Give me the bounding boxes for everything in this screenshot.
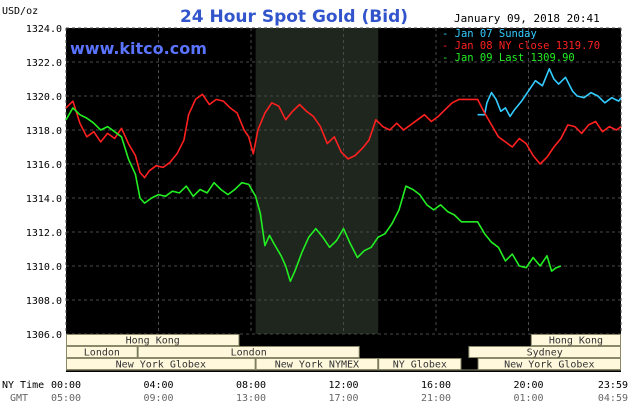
x-tick-ny-label: 04:00 [143, 380, 173, 391]
y-axis-label: USD/oz [2, 6, 38, 17]
session-label: Hong Kong [126, 336, 180, 347]
x-tick-gmt-label: 13:00 [236, 393, 266, 404]
session-bar [66, 334, 240, 346]
legend-entry: - Jan 09 Last 1309.90 [442, 52, 575, 64]
x-tick-ny-label: 16:00 [421, 380, 451, 391]
session-bar [468, 346, 621, 358]
legend: - Jan 07 Sunday- Jan 08 NY close 1319.70… [442, 28, 600, 64]
y-tick-label: 1318.0 [26, 126, 62, 137]
session-bar [530, 334, 621, 346]
x-tick-gmt-label: 09:00 [143, 393, 173, 404]
y-tick-label: 1316.0 [26, 160, 62, 171]
y-axis: 1324.0 1322.0 1320.0 1318.0 1316.0 1314.0 1312… [26, 24, 62, 341]
x-tick-gmt-label: 21:00 [421, 393, 451, 404]
session-label: NY Globex [393, 360, 447, 371]
series-line-1 [65, 93, 622, 179]
series-line-2 [65, 107, 562, 283]
session-label: London [231, 348, 267, 359]
x-tick-gmt-label: 01:00 [513, 393, 543, 404]
watermark-url: www.kitco.com [70, 39, 207, 58]
x-tick-gmt-label: 05:00 [51, 393, 81, 404]
x-tick-ny-label: 08:00 [236, 380, 266, 391]
legend-entry: - Jan 08 NY close 1319.70 [442, 40, 600, 52]
y-tick-label: 1312.0 [26, 228, 62, 239]
session-label: New York Globex [116, 360, 206, 371]
x-tick-ny-label: 20:00 [513, 380, 543, 391]
x-tick-gmt-label: 17:00 [328, 393, 358, 404]
x-tick-ny-label: 12:00 [328, 380, 358, 391]
x-tick-ny-label: 23:59 [598, 380, 628, 391]
session-label: Sydney [527, 348, 563, 359]
session-bar [66, 346, 138, 358]
session-bar [137, 346, 360, 358]
x-tick-gmt-label: 04:59 [598, 393, 628, 404]
session-label: New York Globex [504, 360, 594, 371]
y-tick-label: 1306.0 [26, 330, 62, 341]
x-tick-ny-label: 00:00 [51, 380, 81, 391]
y-tick-label: 1324.0 [26, 24, 62, 35]
session-label: London [84, 348, 120, 359]
session-label: New York NYMEX [275, 360, 359, 371]
y-tick-label: 1314.0 [26, 194, 62, 205]
x-axis: 00:00 05:00 04:00 09:00 08:00 13:00 12:00 17:00… [51, 380, 628, 404]
x-axis-ny-label: NY Time [2, 380, 44, 391]
y-tick-label: 1320.0 [26, 92, 62, 103]
grid-lines [65, 27, 622, 335]
legend-entry: - Jan 07 Sunday [442, 28, 537, 40]
series-line-0 [477, 68, 622, 118]
ny-session-shading [255, 28, 379, 334]
x-axis-gmt-label: GMT [10, 393, 28, 404]
y-tick-label: 1322.0 [26, 58, 62, 69]
timestamp: January 09, 2018 20:41 [454, 12, 600, 25]
y-tick-label: 1308.0 [26, 296, 62, 307]
y-tick-label: 1310.0 [26, 262, 62, 273]
price-lines [65, 68, 622, 283]
session-label: Hong Kong [549, 336, 603, 347]
chart-title: 24 Hour Spot Gold (Bid) [180, 7, 408, 27]
